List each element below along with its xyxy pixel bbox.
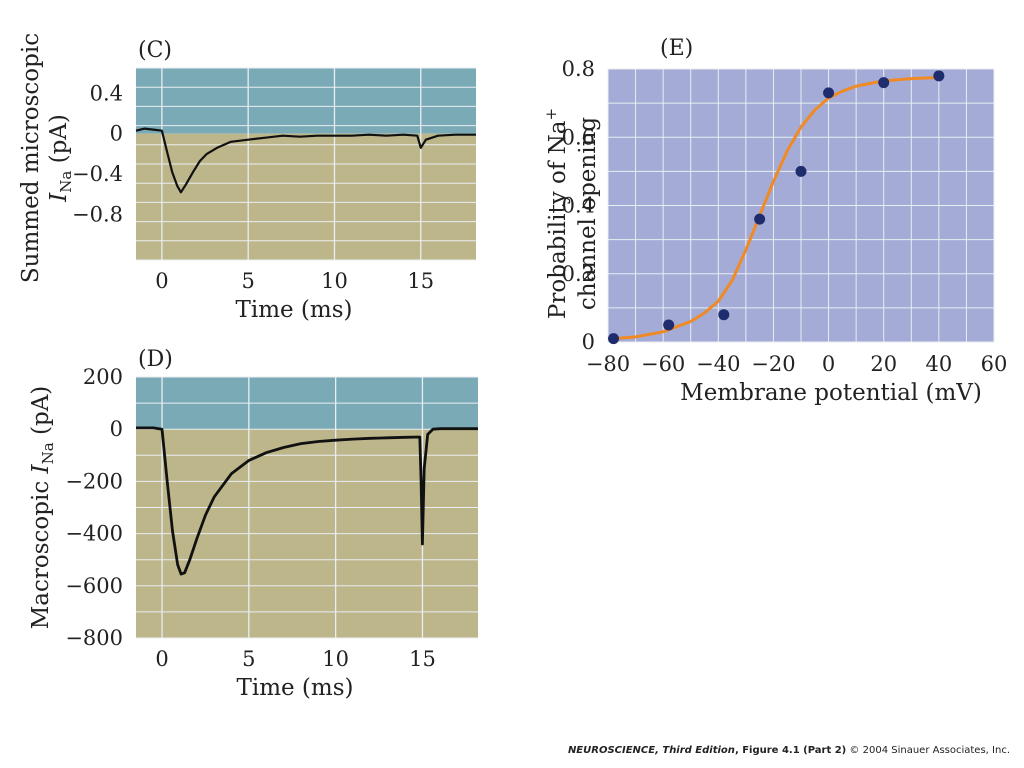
credit-rights: © 2004 Sinauer Associates, Inc.: [846, 745, 1010, 756]
data-point-E: [663, 319, 675, 331]
x-tick-label-C: 10: [321, 269, 348, 293]
credit-title: NEUROSCIENCE, Third Edition: [567, 745, 735, 756]
data-point-E: [608, 333, 620, 345]
y-axis-subscript-D: Na: [39, 442, 57, 464]
panel-D: 200 0 −200 −400 −600 −800 0 5 10 15 (D) Time (ms) Ma…: [28, 347, 478, 701]
x-tick-label-C: 15: [407, 269, 434, 293]
credit-figure: , Figure 4.1 (Part 2): [734, 745, 847, 756]
x-tick-label-E: −80: [586, 352, 630, 376]
y-axis-subscript-C: Na: [57, 171, 75, 193]
y-axis-label-C-units: INa (pA): [46, 114, 75, 203]
background-negative-C: [136, 133, 476, 260]
x-tick-label-C: 5: [241, 269, 254, 293]
y-tick-label-C: −0.8: [72, 203, 123, 227]
current-trace-C: [135, 127, 476, 194]
y-axis-label-D-main: Macroscopic: [28, 473, 54, 629]
y-tick-label-D: 0: [110, 417, 123, 441]
x-tick-label-E: −60: [641, 352, 685, 376]
y-tick-label-C: −0.4: [72, 162, 123, 186]
y-axis-symbol-D: I: [28, 463, 54, 474]
x-axis-label-E: Membrane potential (mV): [680, 380, 982, 406]
y-tick-label-C: 0: [110, 122, 123, 146]
y-tick-label-E: 0: [582, 330, 595, 354]
y-tick-label-D: −400: [65, 522, 123, 546]
panel-label-C: (C): [138, 38, 172, 63]
x-tick-label-E: 20: [870, 352, 897, 376]
y-tick-label-E: 0.2: [562, 262, 595, 286]
current-trace-D: [136, 426, 478, 576]
y-axis-label-C: Summed microscopic: [18, 33, 44, 283]
data-point-E: [718, 309, 730, 321]
y-tick-label-E: 0.4: [562, 194, 595, 218]
y-tick-label-E: 0.6: [562, 125, 595, 149]
y-tick-label-D: −800: [65, 626, 123, 650]
y-axis-label-E-line2: channel opening: [575, 117, 601, 310]
panel-C: 0.4 0 −0.4 −0.8 0 5 10 15 (C) Time (ms) Summed mic…: [18, 33, 476, 323]
data-point-E: [754, 213, 766, 225]
x-tick-label-E: −20: [751, 352, 795, 376]
y-axis-label-D: Macroscopic INa (pA): [28, 386, 57, 630]
panel-E: 0 0.2 0.4 0.6 0.8 −80 −60 −40 −20 0 20 40 60 (E) Membr…: [542, 36, 1007, 406]
background-positive-C: [136, 68, 476, 134]
data-point-E: [933, 70, 945, 82]
x-axis-label-D: Time (ms): [237, 675, 354, 701]
x-tick-label-E: −40: [696, 352, 740, 376]
panel-label-E: (E): [660, 36, 693, 61]
x-tick-label-C: 0: [155, 269, 168, 293]
x-tick-label-E: 60: [981, 352, 1008, 376]
data-point-E: [878, 77, 890, 89]
y-tick-label-D: −600: [65, 574, 123, 598]
y-axis-unit-D: (pA): [28, 386, 54, 443]
y-axis-label-E-superscript: +: [542, 108, 560, 121]
x-tick-label-D: 5: [242, 647, 255, 671]
y-tick-label-E: 0.8: [562, 57, 595, 81]
x-tick-label-E: 0: [822, 352, 835, 376]
data-point-E: [823, 87, 835, 99]
copyright-credit: NEUROSCIENCE, Third Edition, Figure 4.1 …: [568, 745, 1010, 756]
x-tick-label-D: 15: [409, 647, 436, 671]
data-point-E: [795, 165, 807, 177]
y-tick-label-C: 0.4: [90, 81, 123, 105]
y-axis-unit-C: (pA): [46, 114, 72, 171]
x-axis-label-C: Time (ms): [236, 297, 353, 323]
y-axis-label-E-line1: Probability of Na+: [542, 108, 571, 319]
y-tick-label-D: −200: [65, 469, 123, 493]
x-tick-label-E: 40: [925, 352, 952, 376]
y-axis-label-E-text: Probability of Na: [545, 120, 571, 319]
y-tick-label-D: 200: [83, 365, 123, 389]
x-tick-label-D: 0: [155, 647, 168, 671]
fit-curve-E: [613, 76, 939, 341]
panel-label-D: (D): [138, 347, 173, 372]
x-tick-label-D: 10: [322, 647, 349, 671]
y-axis-symbol-C: I: [46, 192, 72, 203]
